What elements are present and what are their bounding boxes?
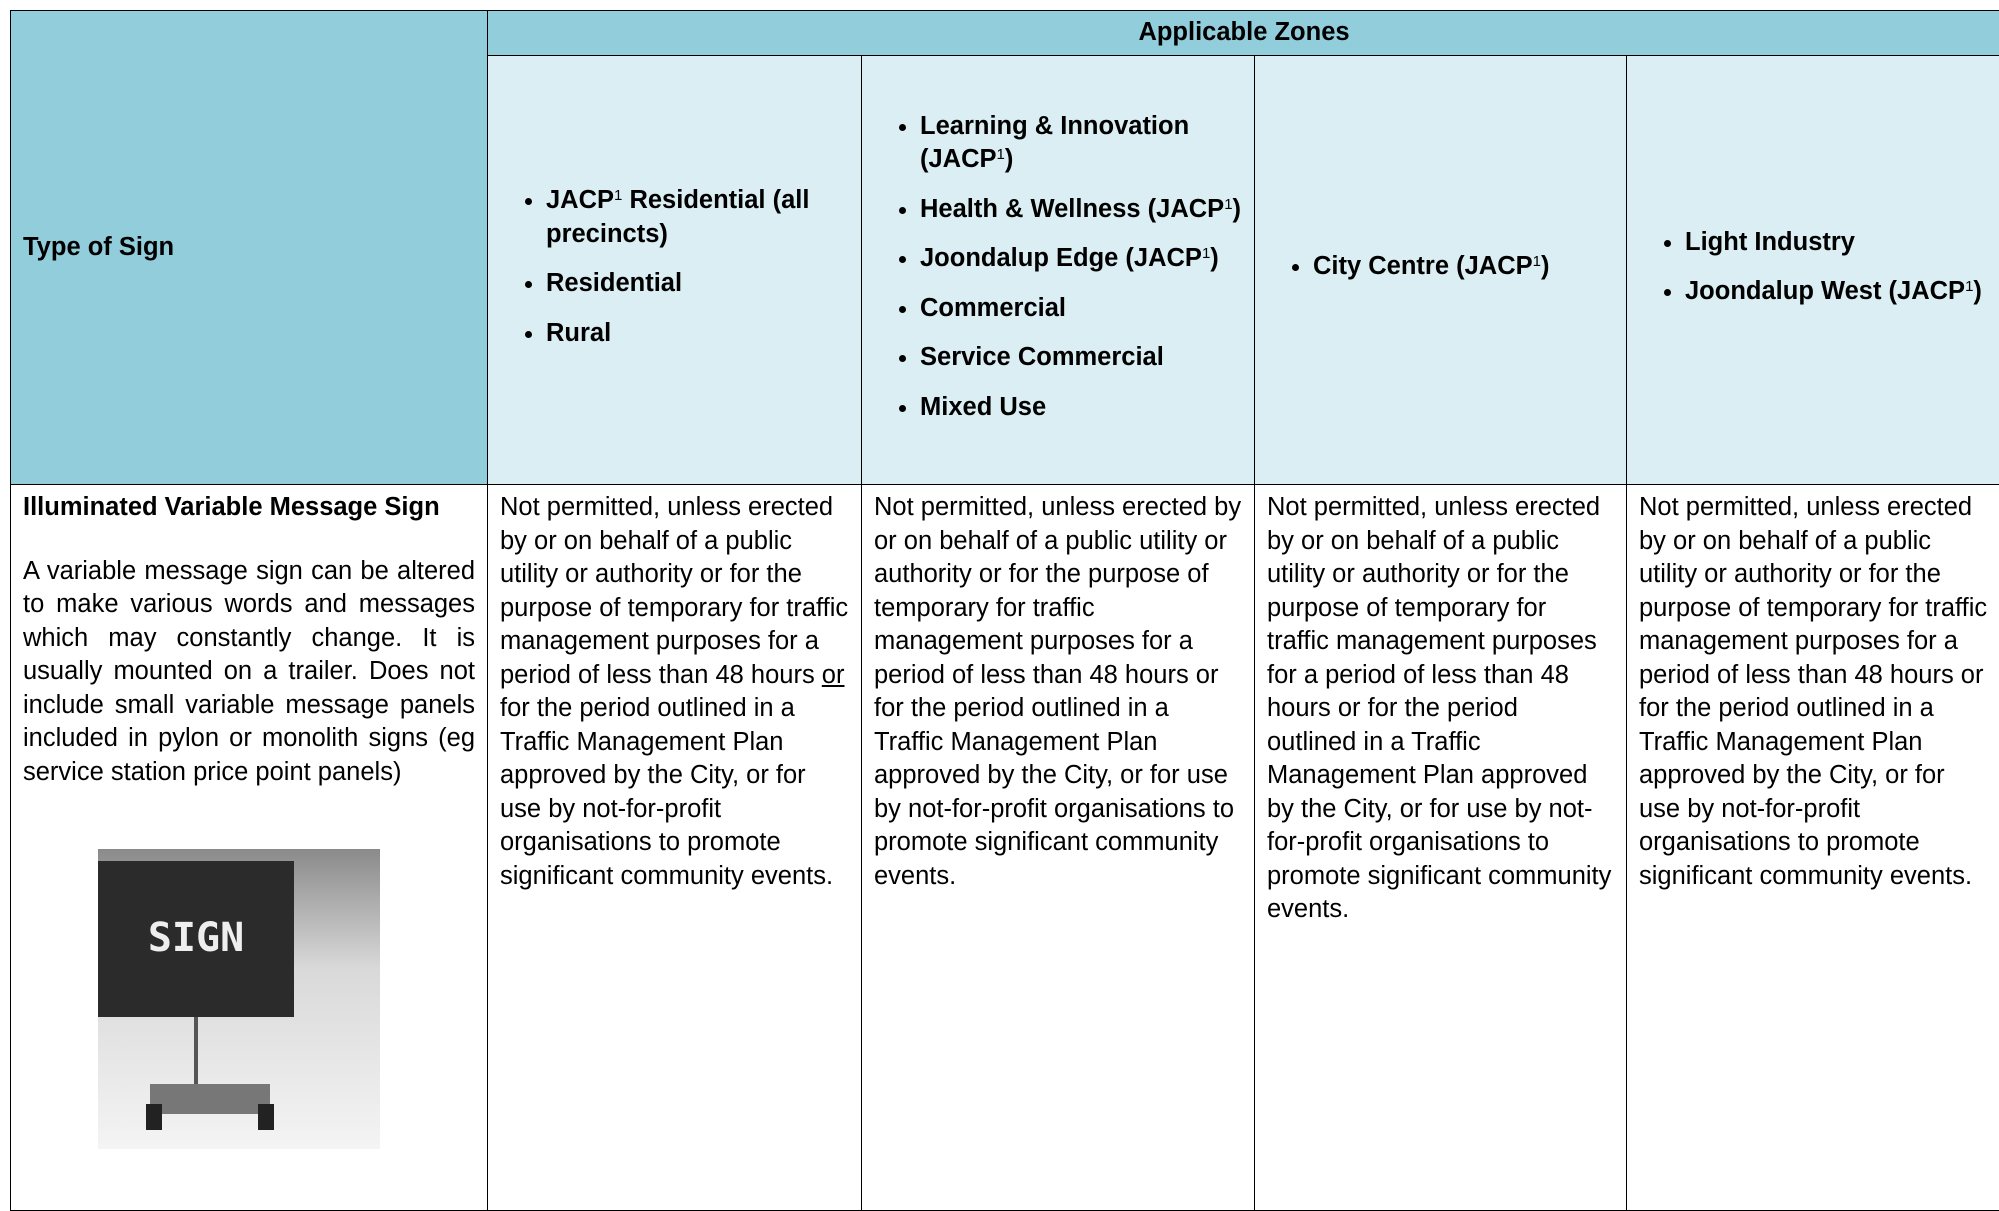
type-of-sign-header: Type of Sign [11,11,488,485]
zone-list: Learning & Innovation (JACP1)Health & We… [874,110,1242,425]
body-row: Illuminated Variable Message Sign A vari… [11,485,1999,1211]
zone-list: Light Industry Joondalup West (JACP1) [1639,226,1988,309]
zone-cell: Light Industry Joondalup West (JACP1) [1627,56,1999,485]
sign-board: SIGN [98,861,294,1017]
zone-item: Joondalup Edge (JACP1) [920,242,1242,276]
zone-text: ) [1541,252,1550,280]
sign-trailer [150,1084,270,1114]
rule-cell: Not permitted, unless erected by or on b… [488,485,862,1211]
rule-cell: Not permitted, unless erected by or on b… [1255,485,1627,1211]
zone-item: JACP1 Residential (all precincts) [546,184,849,251]
zone-item: Light Industry [1685,226,1988,260]
zone-cell: City Centre (JACP1) [1255,56,1627,485]
zone-text: ) [1973,277,1982,305]
footnote-ref: 1 [997,146,1005,163]
zone-cell: JACP1 Residential (all precincts) Residen… [488,56,862,485]
wheel [146,1104,162,1130]
zone-text: Mixed Use [920,393,1046,421]
sign-pole [194,1017,198,1087]
zone-text: ) [1005,145,1014,173]
sign-image: SIGN [98,849,380,1149]
zone-cell: Learning & Innovation (JACP1)Health & We… [862,56,1255,485]
zone-item: Rural [546,317,849,351]
wheel [258,1104,274,1130]
zone-item: Commercial [920,292,1242,326]
sign-description: A variable message sign can be altered t… [23,555,475,790]
rule-cell: Not permitted, unless erected by or on b… [862,485,1255,1211]
zone-text: Light Industry [1685,228,1855,256]
rule-text: Not permitted, unless erected by or on b… [874,493,1241,890]
zone-text: ) [1233,195,1242,223]
zone-list: JACP1 Residential (all precincts) Residen… [500,184,849,350]
zone-item: Joondalup West (JACP1) [1685,275,1988,309]
header-row: Type of Sign Applicable Zones [11,11,1999,56]
rule-text: Not permitted, unless erected by or on b… [500,493,848,689]
footnote-ref: 1 [1224,196,1232,213]
zone-text: JACP [546,186,614,214]
zone-text: ) [1210,244,1219,272]
zone-item: Health & Wellness (JACP1) [920,193,1242,227]
zone-item: City Centre (JACP1) [1313,250,1614,284]
rule-text: Not permitted, unless erected by or on b… [1639,493,1987,890]
zone-item: Residential [546,267,849,301]
rule-text: Not permitted, unless erected by or on b… [1267,493,1611,923]
zone-text: Rural [546,319,611,347]
zone-list: City Centre (JACP1) [1267,250,1614,284]
zone-text: City Centre (JACP [1313,252,1533,280]
applicable-zones-header: Applicable Zones [488,11,1999,56]
sign-title: Illuminated Variable Message Sign [23,491,475,525]
zone-text: Joondalup Edge (JACP [920,244,1202,272]
zone-text: Residential [546,269,682,297]
rule-text: for the period outlined in a Traffic Man… [500,694,833,890]
zone-text: Health & Wellness (JACP [920,195,1224,223]
zone-text: Learning & Innovation (JACP [920,112,1189,174]
rule-text: or [822,661,845,689]
zone-item: Mixed Use [920,391,1242,425]
zone-item: Service Commercial [920,341,1242,375]
sign-table: Type of Sign Applicable Zones JACP1 Resi… [10,10,1999,1211]
sign-cell: Illuminated Variable Message Sign A vari… [11,485,488,1211]
zone-text: Joondalup West (JACP [1685,277,1965,305]
rule-cell: Not permitted, unless erected by or on b… [1627,485,1999,1211]
zone-text: Service Commercial [920,343,1164,371]
zone-text: Commercial [920,294,1066,322]
zone-item: Learning & Innovation (JACP1) [920,110,1242,177]
footnote-ref: 1 [1533,253,1541,270]
